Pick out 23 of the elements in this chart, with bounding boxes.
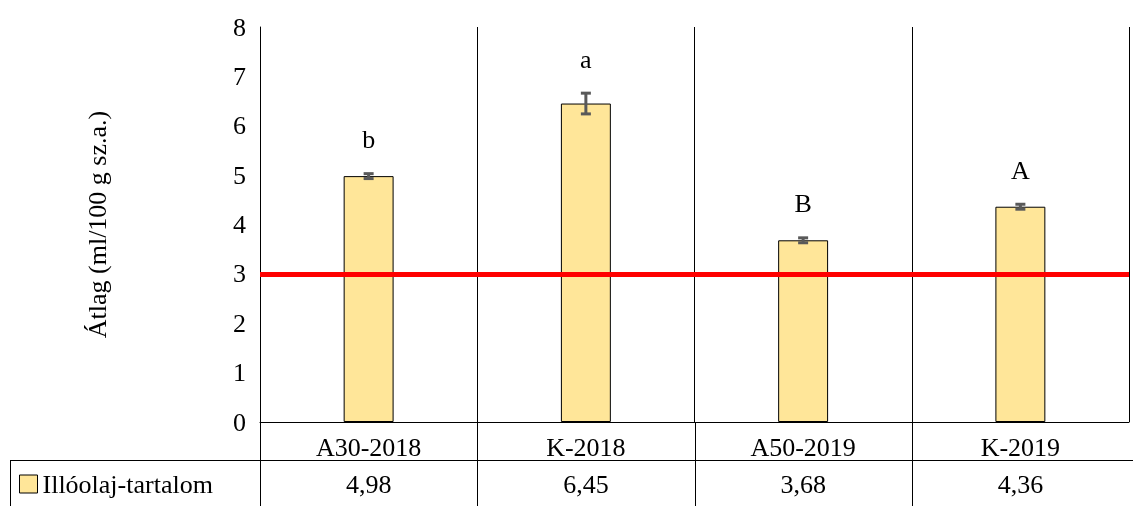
- x-tick-label: K-2018: [546, 432, 626, 462]
- y-tick-label: 4: [233, 210, 246, 239]
- y-tick-label: 2: [233, 308, 246, 338]
- y-tick-label: 1: [233, 358, 246, 388]
- legend-label: Illóolaj-tartalom: [42, 469, 213, 499]
- y-tick-label: 0: [233, 407, 246, 437]
- x-tick-label: K-2019: [980, 432, 1061, 462]
- annotation: a: [580, 44, 593, 74]
- data-label: 4,36: [997, 469, 1044, 499]
- y-axis-title: Átlag (ml/100 g sz.a.): [82, 110, 112, 339]
- annotation: B: [794, 189, 812, 219]
- y-tick-label: 6: [233, 111, 246, 141]
- x-tick-label: A30-2018: [315, 432, 422, 462]
- data-label: 3,68: [780, 469, 826, 499]
- x-tick-label: A50-2019: [750, 432, 856, 462]
- data-label: 6,45: [563, 469, 609, 499]
- annotation: b: [362, 125, 376, 155]
- y-tick-label: 8: [233, 12, 246, 42]
- data-label: 4,98: [345, 469, 392, 499]
- annotation: A: [1010, 155, 1030, 185]
- y-tick-label: 3: [233, 259, 246, 289]
- y-tick-label: 7: [233, 61, 246, 91]
- y-tick-label: 5: [233, 160, 246, 190]
